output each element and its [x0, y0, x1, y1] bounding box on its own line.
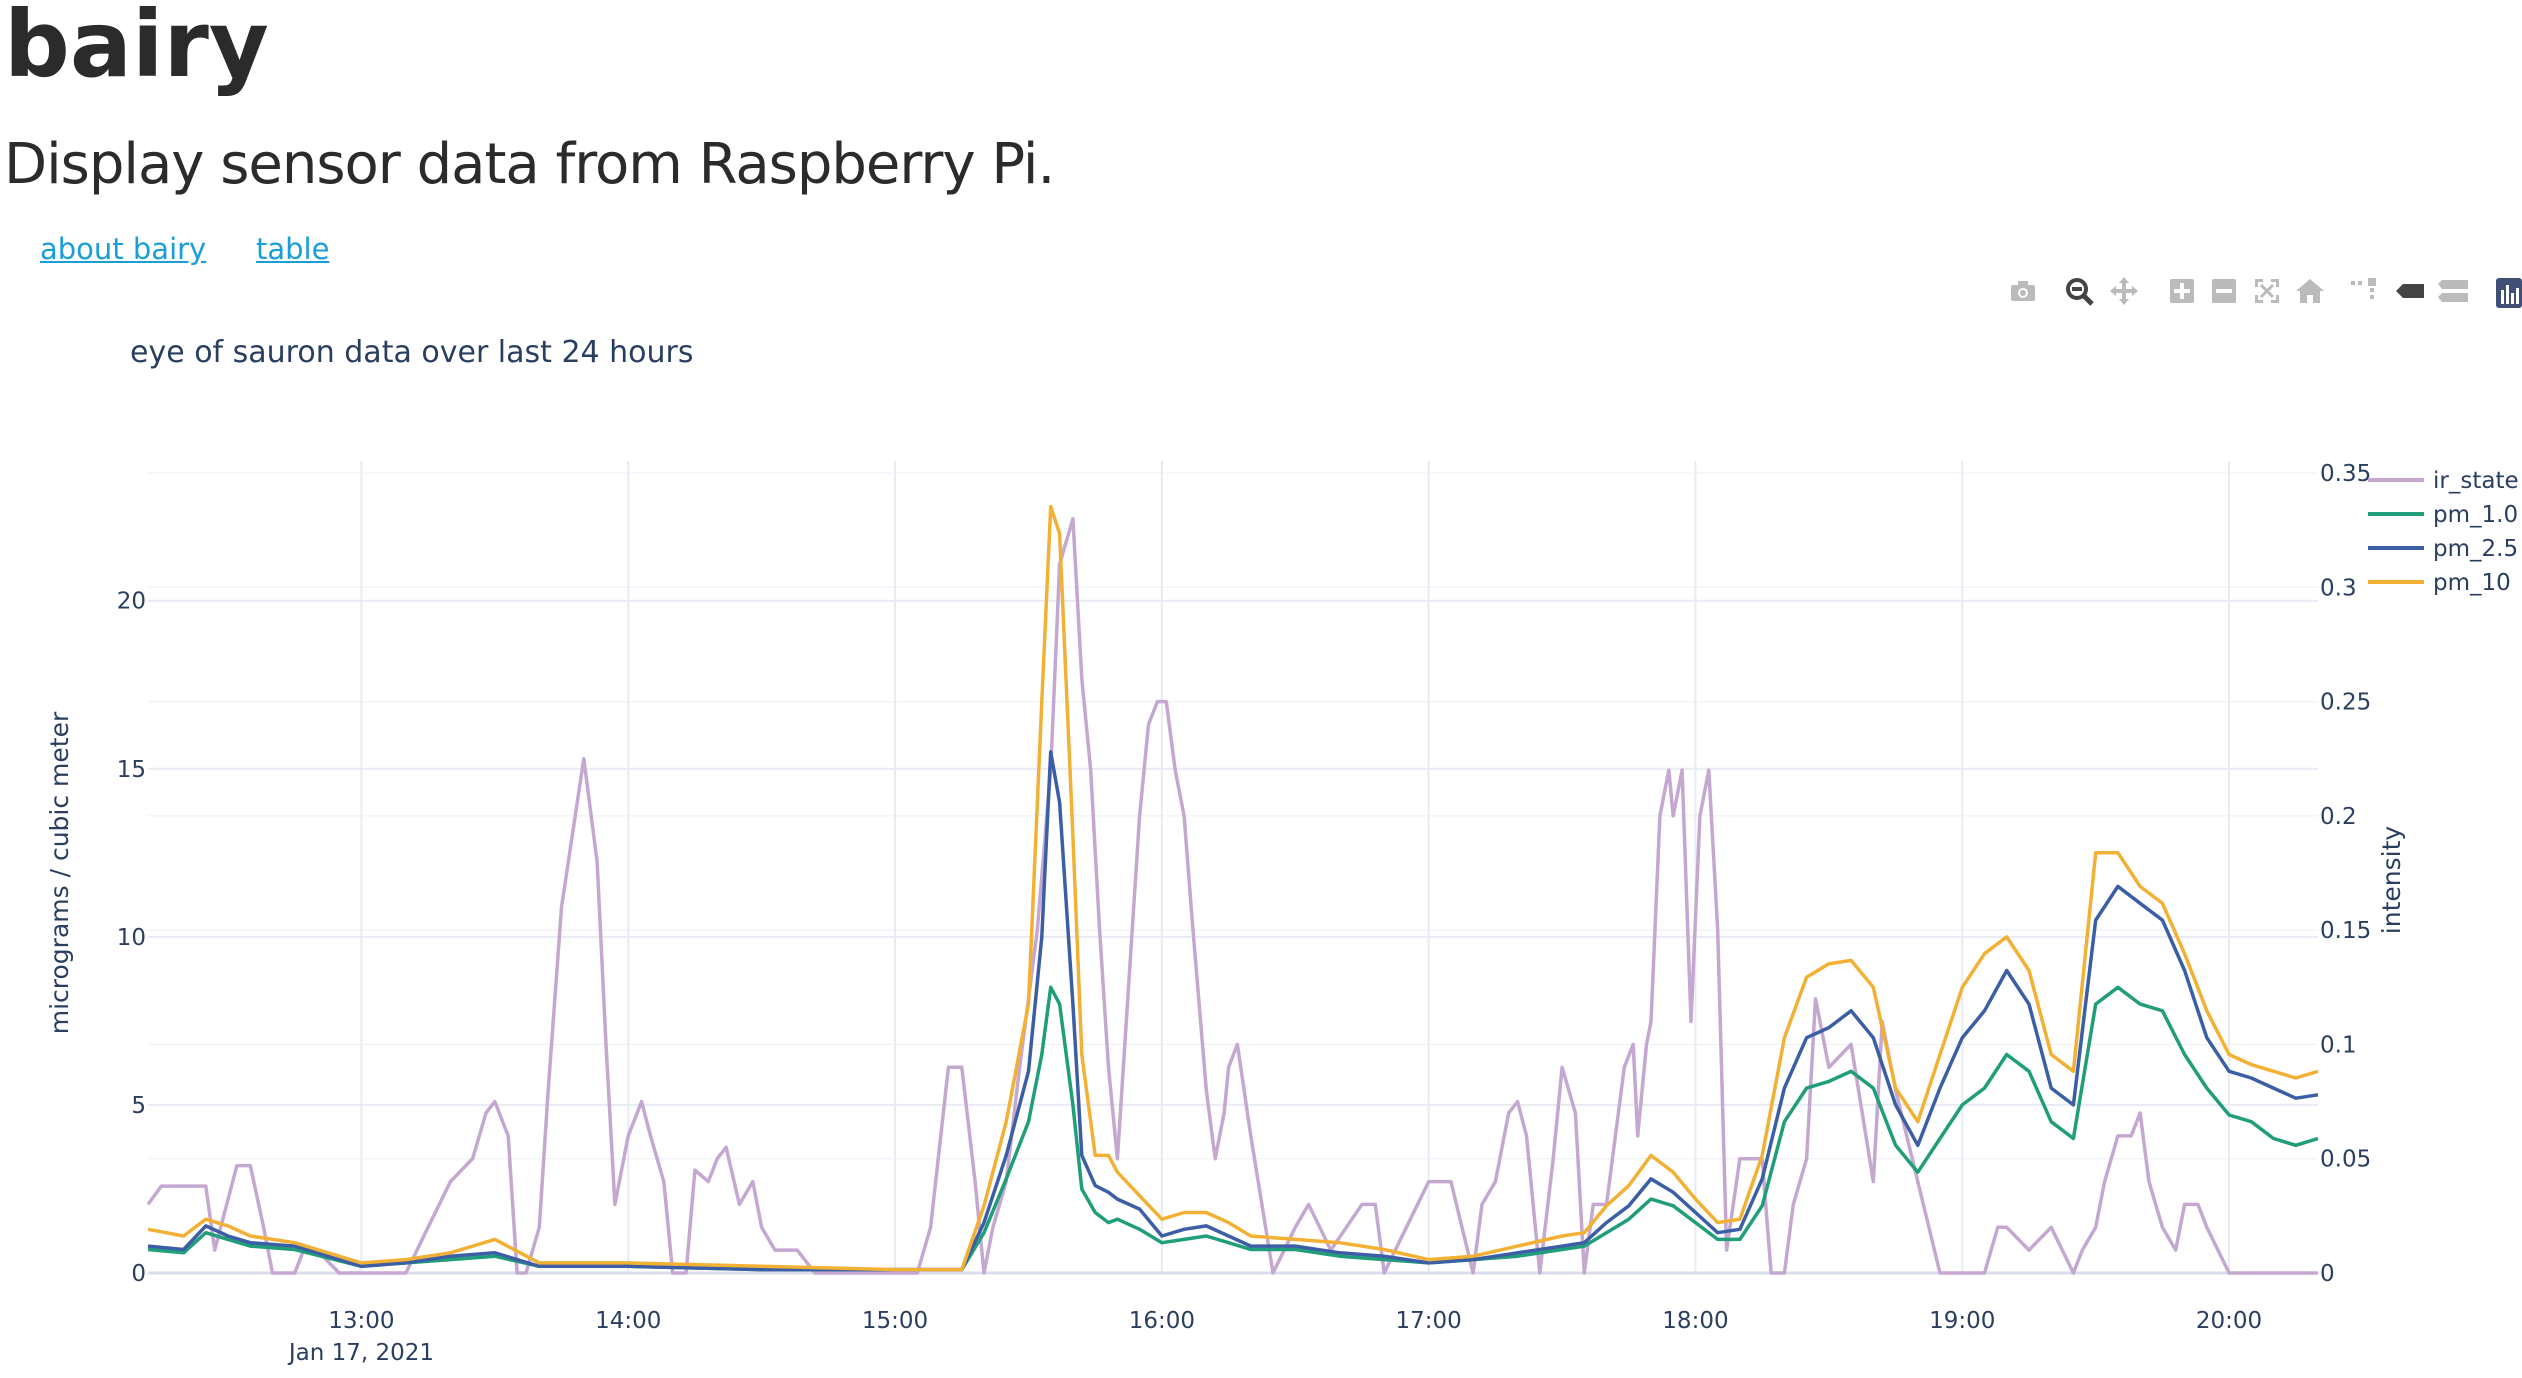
- y-tick-label: 0: [131, 1261, 146, 1287]
- hover-closest-icon[interactable]: [2394, 276, 2426, 306]
- y-tick-label: 10: [117, 925, 146, 951]
- pan-icon[interactable]: [2108, 276, 2140, 306]
- legend-label: ir_state: [2433, 468, 2519, 494]
- grid: [148, 461, 2318, 1275]
- hover-compare-icon[interactable]: [2436, 276, 2470, 306]
- y2-tick-label: 0.25: [2320, 690, 2371, 716]
- series-line-pm_2-5: [147, 750, 2319, 1272]
- sensor-chart: eye of sauron data over last 24 hours 13…: [45, 335, 2519, 1366]
- y-tick-label: 15: [117, 757, 146, 783]
- page-title: bairy: [4, 0, 269, 98]
- spikelines-icon[interactable]: [2348, 276, 2378, 306]
- reset-axes-icon[interactable]: [2294, 276, 2326, 306]
- x-tick-label: 20:00: [2196, 1308, 2262, 1334]
- x-tick-label: 13:00: [328, 1308, 394, 1334]
- series-line-pm_10: [147, 504, 2319, 1272]
- page-subtitle: Display sensor data from Raspberry Pi.: [4, 132, 1055, 197]
- y-axis-label: micrograms / cubic meter: [45, 711, 74, 1034]
- y2-tick-label: 0.15: [2320, 918, 2371, 944]
- x-tick-label: 14:00: [595, 1308, 661, 1334]
- y2-tick-label: 0.05: [2320, 1147, 2371, 1173]
- legend[interactable]: ir_state pm_1.0 pm_2.5 pm_10: [2368, 468, 2519, 596]
- chart-title: eye of sauron data over last 24 hours: [130, 335, 694, 370]
- plotly-logo-icon[interactable]: [2494, 276, 2522, 310]
- zoom-out-icon[interactable]: [2210, 276, 2238, 306]
- y2-tick-label: 0.3: [2320, 575, 2357, 601]
- y2-tick-label: 0: [2320, 1261, 2335, 1287]
- x-date-label: Jan 17, 2021: [287, 1340, 434, 1366]
- zoom-icon[interactable]: [2064, 276, 2096, 306]
- legend-label: pm_1.0: [2433, 502, 2518, 528]
- y2-axis-label: intensity: [2377, 826, 2406, 935]
- axes: 13:00 Jan 17, 2021 14:00 15:00 16:00 17:00 18:…: [117, 461, 2372, 1366]
- legend-label: pm_10: [2433, 570, 2511, 596]
- y2-tick-label: 0.1: [2320, 1032, 2357, 1058]
- plot-modebar: [0, 276, 2522, 316]
- table-link[interactable]: table: [256, 232, 330, 266]
- x-tick-label: 17:00: [1396, 1308, 1462, 1334]
- y-tick-label: 5: [131, 1093, 146, 1119]
- about-link[interactable]: about bairy: [40, 232, 207, 266]
- y2-tick-label: 0.2: [2320, 804, 2357, 830]
- series-line-ir_state: [146, 516, 2318, 1275]
- y2-tick-label: 0.35: [2320, 461, 2371, 487]
- legend-label: pm_2.5: [2433, 536, 2518, 562]
- x-tick-label: 15:00: [862, 1308, 928, 1334]
- camera-icon[interactable]: [2008, 276, 2038, 306]
- x-tick-label: 16:00: [1129, 1308, 1195, 1334]
- zoom-in-icon[interactable]: [2168, 276, 2196, 306]
- y-tick-label: 20: [117, 589, 146, 615]
- x-tick-label: 18:00: [1662, 1308, 1728, 1334]
- plot-area[interactable]: [146, 504, 2319, 1275]
- autoscale-icon[interactable]: [2252, 276, 2282, 306]
- x-tick-label: 19:00: [1929, 1308, 1995, 1334]
